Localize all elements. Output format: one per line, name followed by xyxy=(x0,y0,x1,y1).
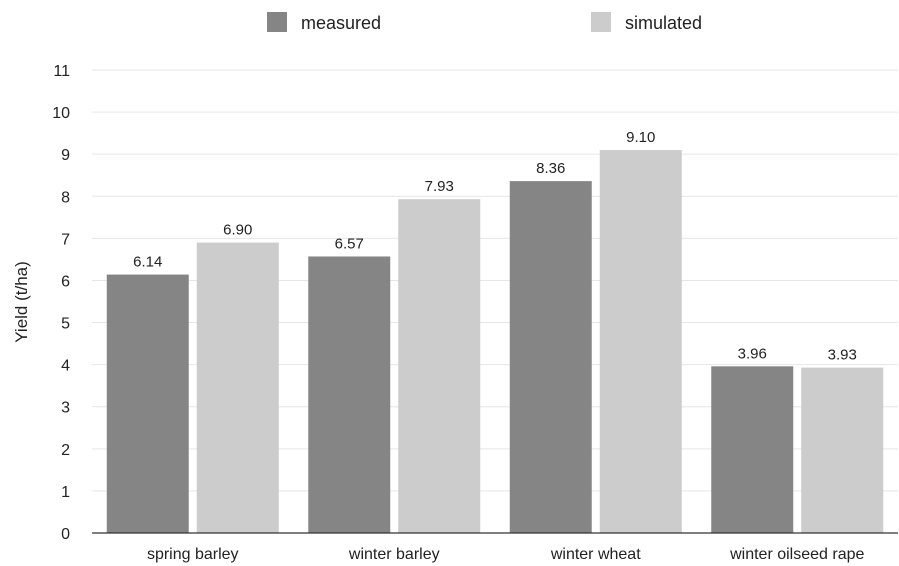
y-tick-label: 3 xyxy=(61,400,70,417)
y-tick-label: 9 xyxy=(61,147,70,164)
y-tick-label: 5 xyxy=(61,316,70,333)
legend-swatch-simulated xyxy=(591,12,611,32)
y-tick-label: 2 xyxy=(61,442,70,459)
legend-label-measured: measured xyxy=(301,13,381,33)
data-label-measured: 3.96 xyxy=(738,345,767,362)
x-axis-labels: spring barley winter barley winter wheat wi… xyxy=(147,546,865,563)
y-tick-label: 11 xyxy=(53,63,70,80)
legend: measured simulated xyxy=(267,12,702,33)
y-tick-label: 6 xyxy=(61,273,70,290)
bar-simulated xyxy=(801,367,884,533)
x-tick-label: spring barley xyxy=(147,546,239,563)
data-label-measured: 6.14 xyxy=(133,254,162,271)
bars: 6.14 6.90 6.57 7.93 8.36 9.10 3.96 3.93 xyxy=(106,129,884,534)
y-tick-label: 10 xyxy=(52,105,70,122)
y-axis-ticks: 0 1 2 3 4 5 6 7 8 9 10 11 xyxy=(52,63,70,543)
y-tick-label: 7 xyxy=(61,231,70,248)
y-tick-label: 1 xyxy=(61,484,70,501)
x-tick-label: winter oilseed rape xyxy=(729,546,864,563)
bar-simulated xyxy=(398,199,481,533)
y-tick-label: 4 xyxy=(61,358,70,375)
data-label-simulated: 9.10 xyxy=(626,129,655,146)
x-tick-label: winter barley xyxy=(348,546,440,563)
data-label-simulated: 6.90 xyxy=(223,222,252,239)
data-label-simulated: 7.93 xyxy=(425,178,454,195)
y-tick-label: 0 xyxy=(61,526,70,543)
bar-measured xyxy=(106,274,189,533)
bar-measured xyxy=(308,256,391,533)
data-label-measured: 8.36 xyxy=(536,160,565,177)
legend-label-simulated: simulated xyxy=(625,13,702,33)
bar-simulated xyxy=(599,149,682,534)
bar-measured xyxy=(711,366,794,533)
y-axis-title: Yield (t/ha) xyxy=(12,261,31,343)
legend-swatch-measured xyxy=(267,12,287,32)
bar-measured xyxy=(509,181,592,533)
x-tick-label: winter wheat xyxy=(550,546,641,563)
data-label-measured: 6.57 xyxy=(335,235,364,252)
y-tick-label: 8 xyxy=(61,189,70,206)
data-label-simulated: 3.93 xyxy=(828,347,857,364)
bar-simulated xyxy=(196,242,279,533)
